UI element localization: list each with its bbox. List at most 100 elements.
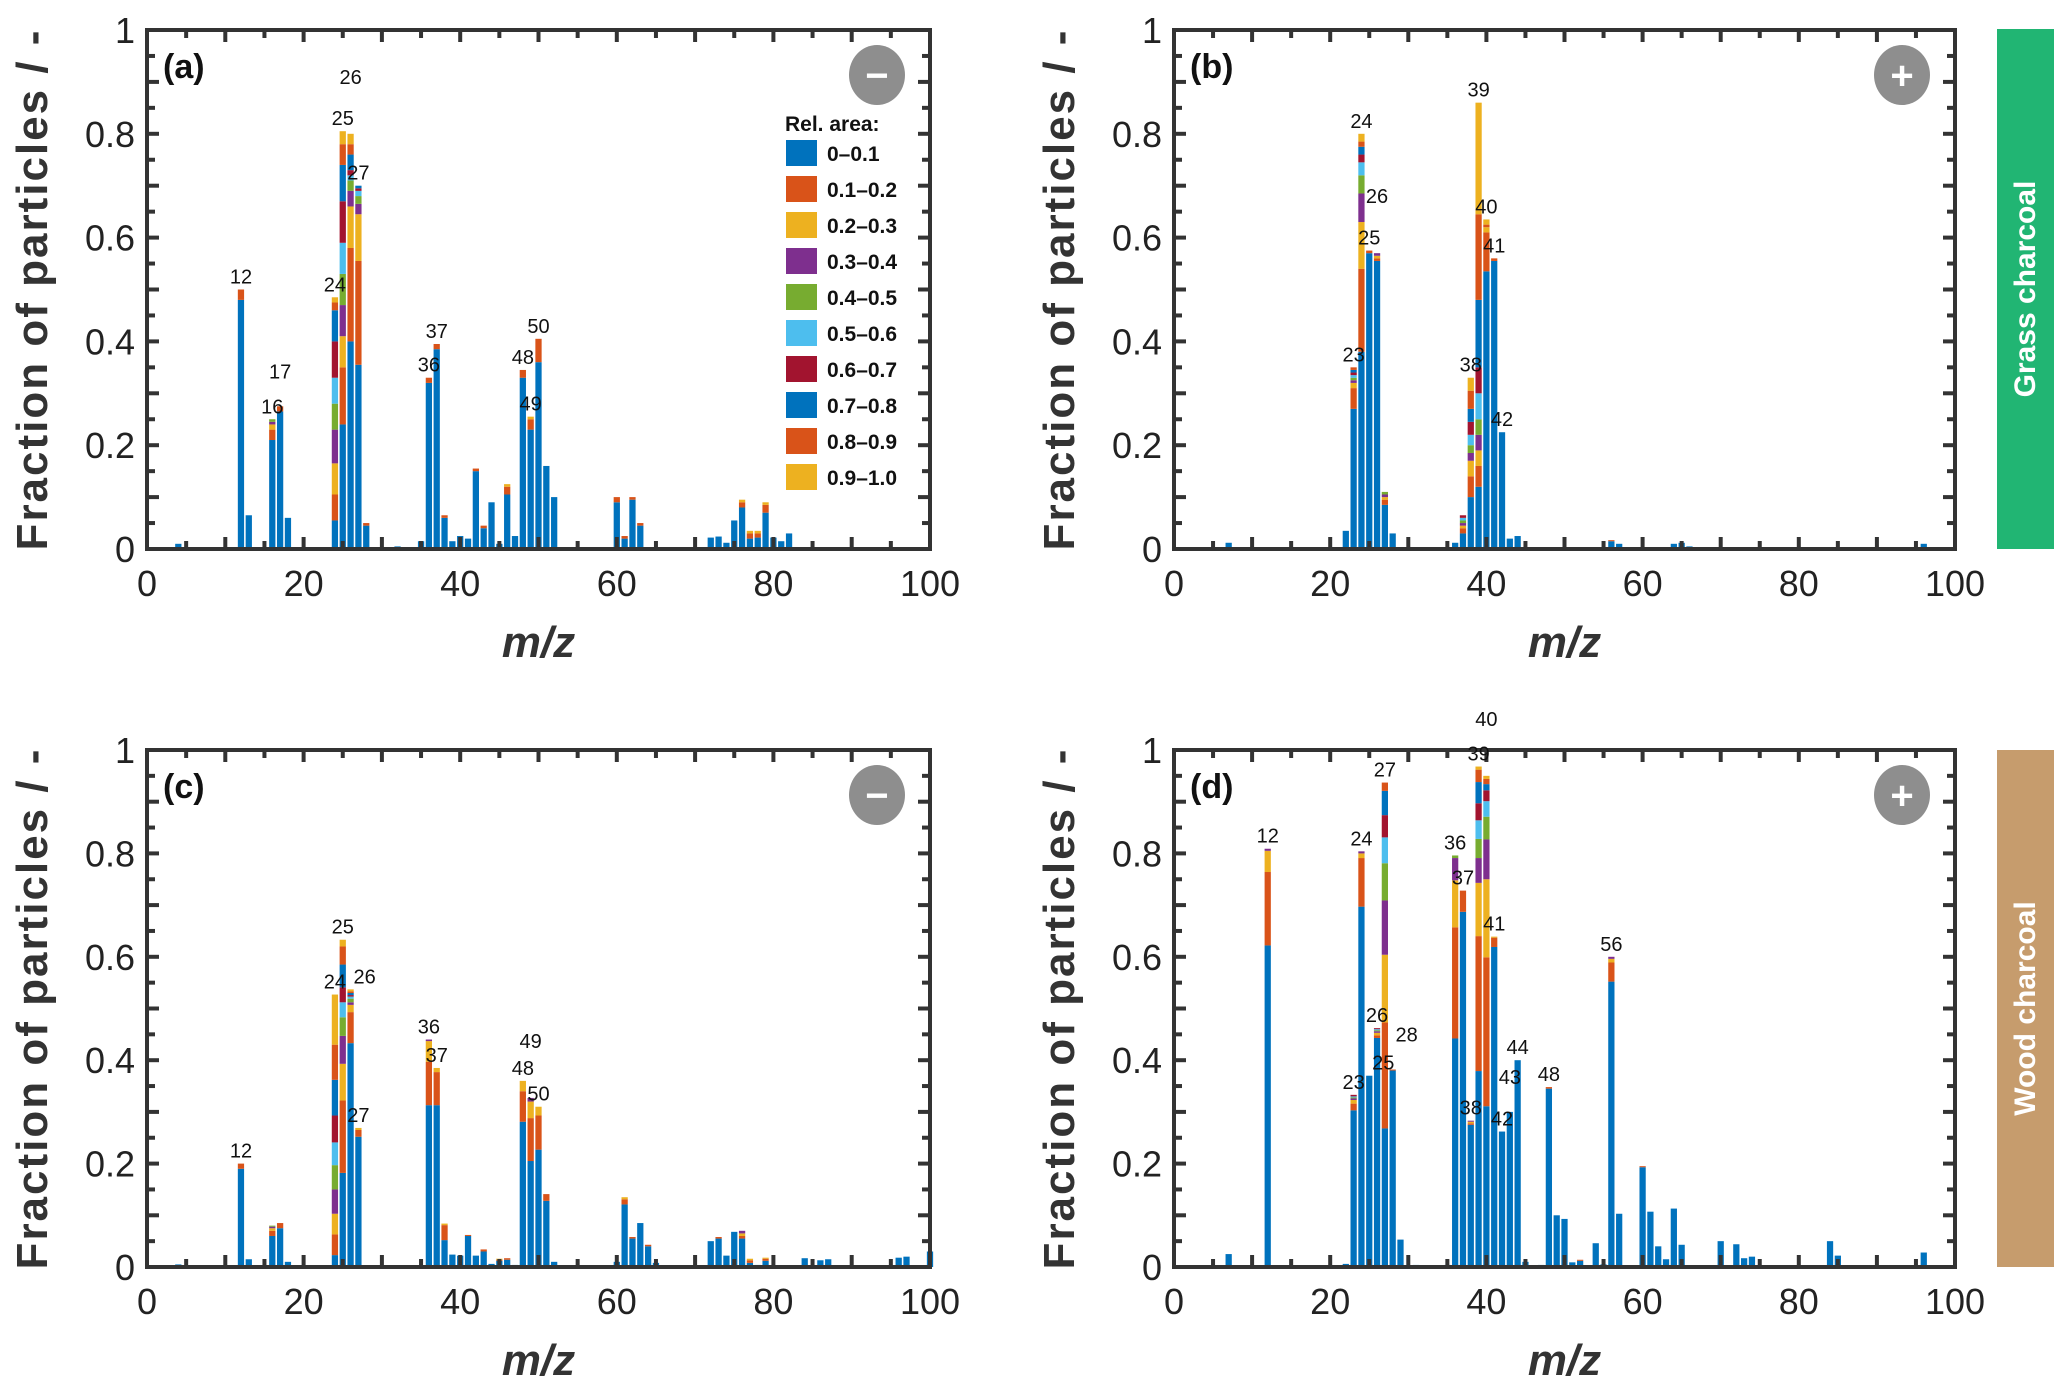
peak-label: 38 [1460,1098,1482,1120]
bar-segment [347,341,354,549]
y-axis-label: Fraction of particles / - [1035,748,1084,1270]
bar-segment [1475,465,1482,487]
bar-mz-36 [425,1039,433,1267]
peak-label: 36 [418,355,440,377]
bar-segment [543,1200,550,1267]
bar-segment [1381,815,1388,838]
bar-segment [1452,1038,1459,1267]
bar-segment [519,377,526,549]
bar-segment [644,1244,652,1247]
legend-label: 0.3–0.4 [827,251,897,274]
peak-label: 49 [520,1031,542,1053]
y-axis-label: Fraction of particles / - [8,748,57,1270]
bar-segment [746,538,754,549]
bar-segment [1350,375,1357,378]
bar-segment [519,1091,526,1122]
bar-segment [715,1238,722,1267]
bar-mz-86 [817,1260,824,1267]
bar-segment [519,1121,526,1267]
bar-segment [527,1118,534,1162]
bar-segment [535,362,542,549]
bar-segment [801,1258,808,1267]
peak-label: 39 [1467,80,1489,102]
bar-segment [1498,432,1506,549]
bar-segment [1491,946,1498,1267]
bar-mz-39 [1475,766,1482,1267]
bar-segment [1350,388,1357,409]
bar-mz-56 [1608,540,1615,549]
bar-segment [331,1165,339,1190]
bar-segment [1373,253,1381,256]
bar-segment [1483,957,1490,1107]
bar-segment [331,463,339,495]
bar-segment [441,1225,448,1241]
bar-mz-79 [762,1257,769,1267]
bar-segment [331,1115,339,1143]
peak-label: 48 [512,1058,534,1080]
bar-segment [1381,491,1388,495]
peak-label: 24 [1350,111,1372,133]
bar-segment [433,1067,440,1073]
bar-mz-27 [355,1127,362,1267]
bar-mz-70 [1717,1241,1724,1267]
bar-mz-51 [543,1194,550,1267]
bar-segment [1264,850,1271,873]
bar-segment [1483,879,1490,958]
bar-segment [237,299,245,549]
bar-segment [347,190,354,207]
bar-mz-24 [331,297,339,549]
bar-mz-13 [245,515,252,549]
bar-mz-44 [1514,536,1521,549]
bar-segment [1670,543,1677,549]
bar-segment [245,1259,252,1267]
x-tick-label: 80 [1779,563,1819,604]
bar-segment [1475,450,1482,466]
bar-segment [339,424,346,549]
bar-segment [347,170,354,176]
bar-mz-12 [237,1163,245,1267]
bar-segment [425,1041,433,1062]
bar-segment [738,499,746,503]
bar-segment [1475,434,1482,451]
bar-mz-74 [723,1255,730,1267]
peak-label: 27 [1374,760,1396,782]
y-tick-label: 0 [115,529,135,570]
bar-mz-82 [785,533,793,549]
bar-segment [1678,1244,1685,1267]
bar-mz-16 [269,419,276,549]
bar-segment [1350,369,1357,373]
y-tick-label: 0.4 [1112,321,1162,362]
bar-mz-51 [1569,1262,1576,1267]
x-tick-label: 80 [753,563,793,604]
bar-segment [1592,1243,1599,1267]
bar-mz-72 [1733,1244,1740,1267]
bar-segment [1389,533,1396,549]
legend-item: 0.2–0.3 [786,212,897,238]
polarity-sign: + [1890,774,1913,818]
bar-segment [269,440,276,549]
bar-segment [1350,1094,1357,1097]
panel-letter: (a) [163,48,205,86]
x-tick-label: 60 [597,1281,637,1322]
bar-segment [425,1105,433,1267]
bar-mz-43 [1506,538,1513,549]
bar-segment [1733,1244,1740,1267]
bar-segment [1358,193,1365,223]
bar-segment [535,1115,542,1150]
x-axis-label: m/z [502,1336,575,1385]
polarity-sign: − [865,774,888,818]
bar-segment [1920,543,1927,549]
bar-segment [1553,1215,1560,1267]
bar-segment [1366,1075,1373,1267]
peak-label: 25 [1358,228,1380,250]
bar-segment [527,419,534,430]
y-tick-label: 0.6 [1112,937,1162,978]
bar-segment [1506,1111,1513,1267]
bar-mz-41 [1491,258,1498,549]
bar-segment [1358,141,1365,147]
legend-item: 0.3–0.4 [786,248,897,274]
bar-segment [738,507,746,549]
bar-segment [762,1258,769,1261]
legend-swatch [786,176,817,202]
bar-mz-4 [175,543,182,549]
